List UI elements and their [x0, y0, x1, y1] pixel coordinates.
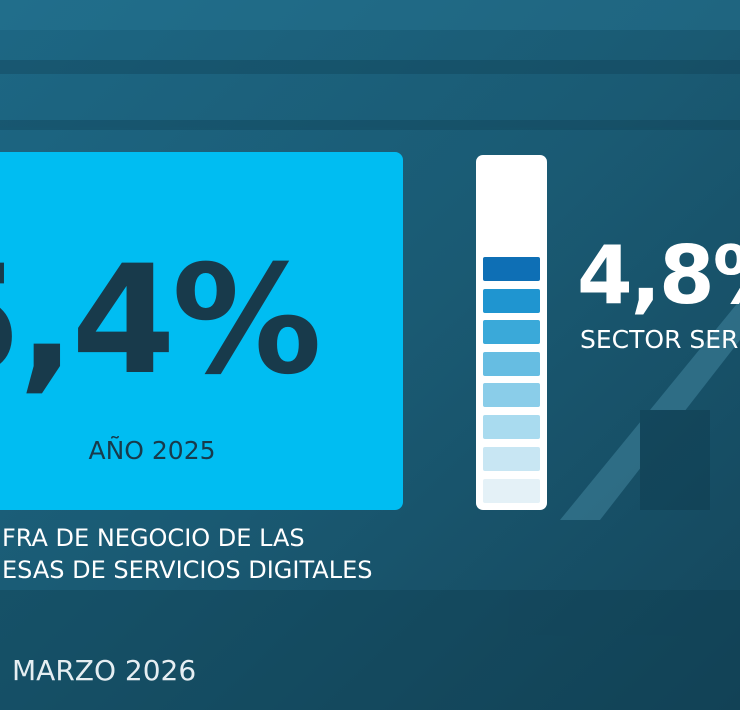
- headline-value: 5,4%: [0, 234, 318, 408]
- secondary-value: 4,8%: [577, 229, 740, 322]
- caption-line: ESAS DE SERVICIOS DIGITALES: [2, 556, 372, 584]
- secondary-label: SECTOR SER: [580, 325, 738, 354]
- headline-period: AÑO 2025: [88, 435, 215, 465]
- meter-blocks: [483, 257, 540, 503]
- date: MARZO 2026: [12, 654, 196, 687]
- caption-line: FRA DE NEGOCIO DE LAS: [2, 524, 305, 552]
- headline-box: [0, 152, 403, 510]
